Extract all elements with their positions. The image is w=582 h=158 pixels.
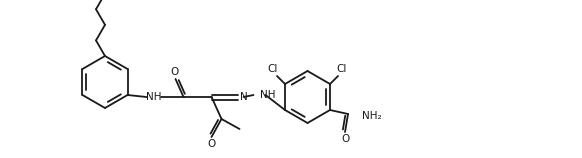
- Text: N: N: [240, 92, 247, 102]
- Text: Cl: Cl: [268, 64, 278, 74]
- Text: NH: NH: [260, 90, 275, 100]
- Text: O: O: [171, 67, 179, 77]
- Text: NH: NH: [146, 92, 161, 102]
- Text: O: O: [341, 134, 349, 144]
- Text: Cl: Cl: [337, 64, 347, 74]
- Text: NH₂: NH₂: [362, 111, 382, 121]
- Text: O: O: [207, 139, 216, 149]
